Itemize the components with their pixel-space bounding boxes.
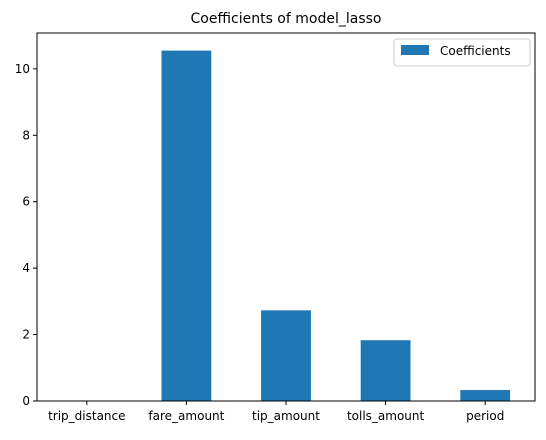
x-tick-label: period: [466, 409, 504, 423]
legend: Coefficients: [393, 38, 531, 67]
legend-label: Coefficients: [440, 44, 511, 58]
x-tick-label: tip_amount: [252, 409, 320, 423]
y-tick-label: 0: [22, 394, 30, 408]
y-tick-label: 2: [22, 328, 30, 342]
bar-period: [460, 390, 511, 401]
chart-title: Coefficients of model_lasso: [191, 11, 382, 27]
y-tick-label: 6: [22, 195, 30, 209]
plot-frame: [36, 32, 536, 402]
legend-swatch: [401, 45, 429, 55]
bar-fare-amount: [161, 50, 212, 402]
bar-tip-amount: [261, 310, 311, 401]
y-tick-label: 4: [22, 261, 30, 275]
y-tick-label: 8: [22, 128, 30, 142]
x-axis: trip_distance fare_amount tip_amount tolls_…: [48, 401, 504, 423]
x-tick-label: fare_amount: [148, 409, 224, 423]
y-tick-label: 10: [15, 62, 30, 76]
bar-tolls-amount: [360, 340, 411, 401]
x-tick-label: tolls_amount: [347, 409, 425, 423]
x-tick-label: trip_distance: [48, 409, 125, 423]
y-axis: 0 2 4 6 8 10: [15, 62, 37, 408]
bars-layer: [161, 50, 511, 402]
